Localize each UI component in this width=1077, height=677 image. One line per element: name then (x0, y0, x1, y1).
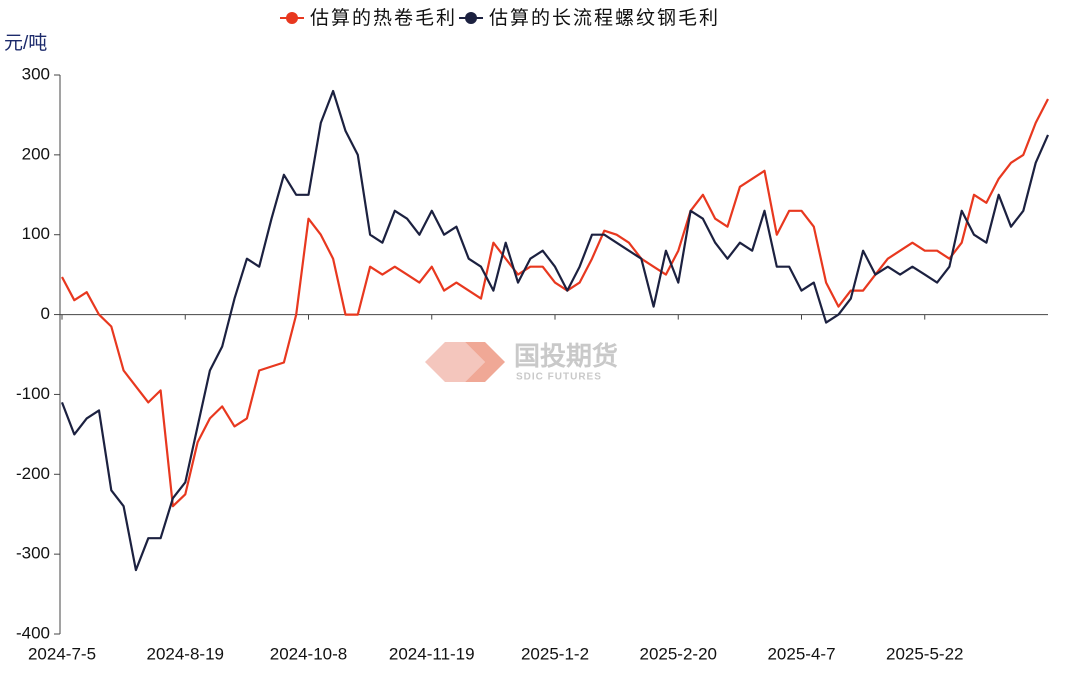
watermark: 国投期货 SDIC FUTURES (425, 341, 618, 383)
x-tick-label: 2024-10-8 (270, 644, 348, 663)
watermark-logo (465, 342, 505, 382)
y-tick-label: 200 (22, 144, 50, 163)
legend-marker (286, 12, 298, 24)
y-tick-label: -300 (16, 544, 50, 563)
x-tick-label: 2025-2-20 (639, 644, 717, 663)
y-tick-label: -200 (16, 464, 50, 483)
y-tick-label: 0 (41, 304, 50, 323)
legend-label: 估算的长流程螺纹钢毛利 (489, 7, 720, 29)
series-line (61, 98, 1049, 508)
watermark-en: SDIC FUTURES (516, 372, 602, 383)
y-tick-label: 100 (22, 224, 50, 243)
y-tick-label: 300 (22, 64, 50, 83)
x-tick-label: 2024-8-19 (146, 644, 224, 663)
x-tick-label: 2024-7-5 (28, 644, 96, 663)
y-tick-label: -400 (16, 623, 50, 642)
x-tick-label: 2025-1-2 (521, 644, 589, 663)
x-tick-label: 2025-4-7 (767, 644, 835, 663)
watermark-cn: 国投期货 (514, 341, 618, 371)
x-tick-label: 2024-11-19 (389, 644, 475, 663)
legend-label: 估算的热卷毛利 (310, 7, 457, 29)
legend-marker (465, 12, 478, 24)
y-axis-unit: 元/吨 (4, 32, 47, 54)
watermark-logo (425, 342, 485, 382)
series-line (60, 89, 1050, 572)
x-tick-label: 2025-5-22 (886, 644, 964, 663)
y-tick-label: -100 (16, 384, 50, 403)
